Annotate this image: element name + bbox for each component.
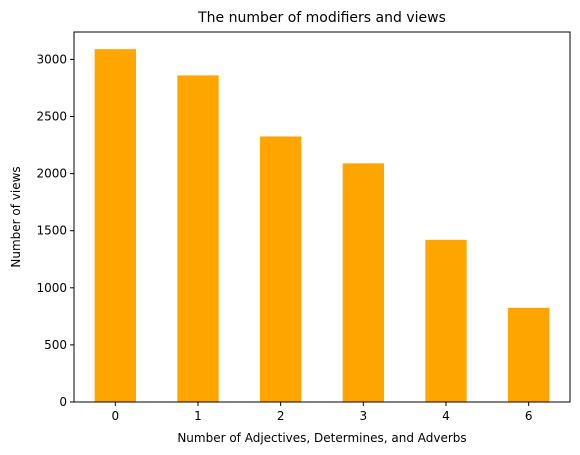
x-axis-ticks: 0 1 2 3 4 6 [112,402,533,423]
plot-frame [73,31,571,403]
y-tick-label: 0 [59,395,67,409]
chart-title: The number of modifiers and views [197,10,446,26]
x-tick-label: 1 [194,409,202,423]
y-tick-label: 1500 [36,224,67,238]
bar-0 [94,49,136,402]
y-tick-label: 2500 [36,110,67,124]
y-tick-label: 3000 [36,52,67,66]
x-tick-label: 4 [442,409,450,423]
y-axis-ticks: 0 500 1000 1500 2000 2500 3000 [36,52,74,409]
bar-2 [260,136,302,403]
bar-3 [342,163,384,402]
x-tick-label: 2 [277,409,285,423]
y-tick-label: 2000 [36,167,67,181]
y-tick-label: 1000 [36,281,67,295]
bar-6 [508,307,550,402]
x-tick-label: 3 [360,409,368,423]
bar-4 [425,239,467,402]
y-tick-label: 500 [44,338,67,352]
y-axis-label: Number of views [9,166,23,267]
x-axis-label: Number of Adjectives, Determines, and Ad… [177,431,466,445]
bar-1 [177,75,219,402]
bars-group [94,49,550,403]
x-tick-label: 6 [525,409,533,423]
x-tick-label: 0 [112,409,120,423]
